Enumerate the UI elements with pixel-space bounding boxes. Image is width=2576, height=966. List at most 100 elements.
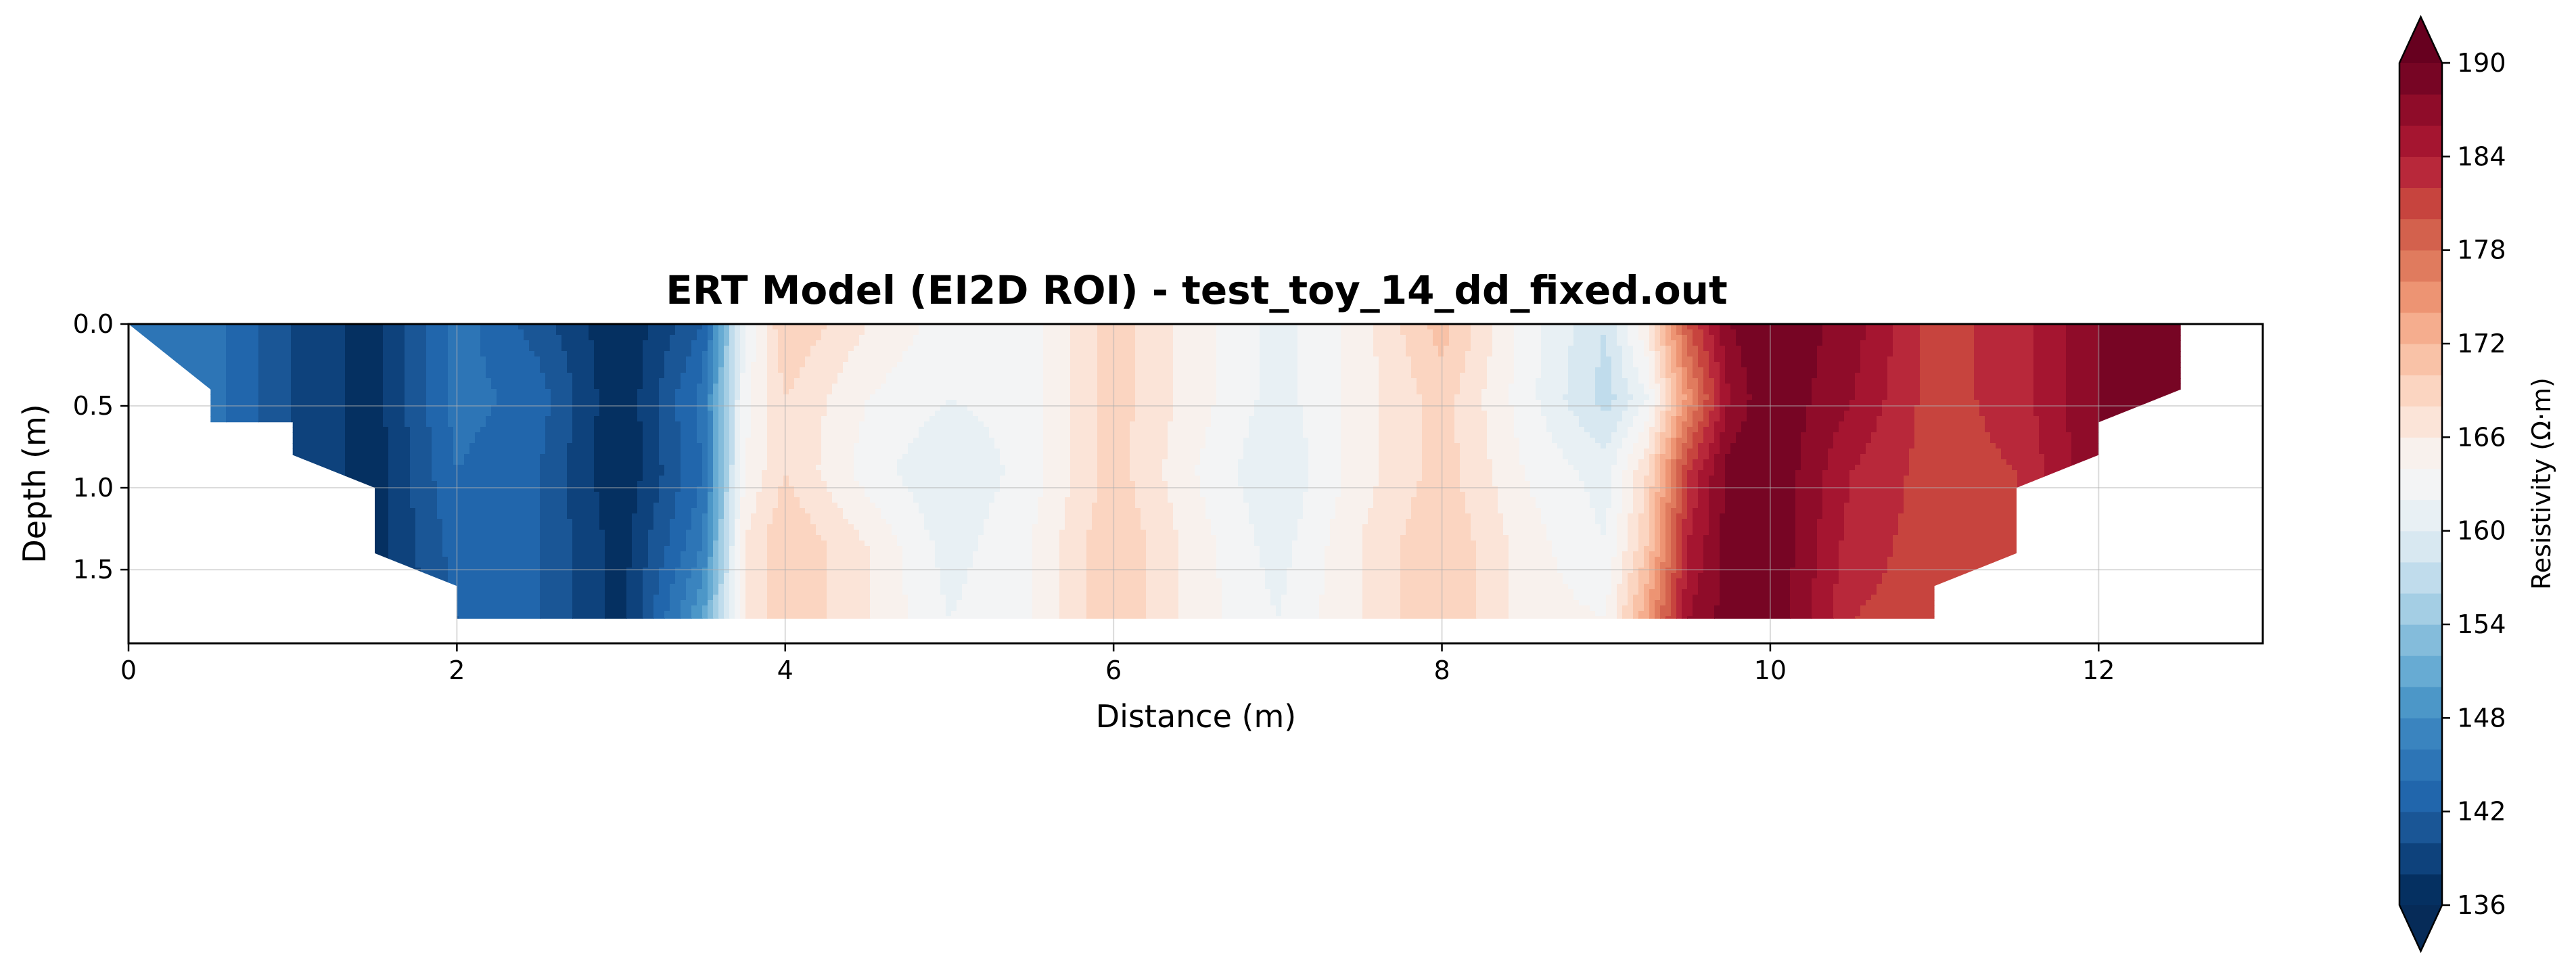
contour-cell	[708, 492, 714, 498]
contour-cell	[1882, 411, 1915, 417]
contour-cell	[1720, 340, 1736, 346]
contour-cell	[778, 356, 806, 363]
contour-cell	[1238, 459, 1309, 465]
contour-cell	[1720, 389, 1731, 395]
contour-cell	[1660, 421, 1666, 428]
contour-cell	[1660, 373, 1666, 379]
contour-cell	[599, 519, 632, 525]
contour-cell	[129, 562, 227, 568]
contour-cell	[1665, 530, 1672, 536]
contour-cell	[897, 362, 1044, 368]
contour-cell	[594, 443, 643, 449]
contour-cell	[1043, 324, 1071, 330]
contour-cell	[491, 411, 551, 417]
contour-cell	[258, 497, 292, 503]
contour-cell	[735, 611, 741, 617]
contour-cell	[1698, 378, 1704, 384]
contour-cell	[1698, 421, 1709, 428]
contour-cell	[1655, 573, 1661, 579]
contour-cell	[1216, 546, 1260, 552]
contour-cell	[1297, 362, 1341, 368]
contour-cell	[1676, 578, 1688, 584]
contour-cell	[1714, 605, 1791, 612]
contour-cell	[2066, 367, 2099, 373]
contour-cell	[816, 340, 860, 346]
contour-cell	[1595, 611, 1607, 617]
contour-cell	[1481, 394, 1509, 400]
contour-cell	[291, 508, 346, 514]
contour-cell	[659, 448, 681, 455]
contour-cell	[735, 557, 741, 563]
contour-cell	[1795, 476, 1823, 482]
contour-cell	[713, 573, 719, 579]
contour-cell	[291, 611, 346, 617]
contour-cell	[783, 378, 795, 384]
contour-cell	[783, 476, 789, 482]
contour-cell	[291, 356, 346, 363]
contour-cell	[1303, 416, 1341, 422]
contour-cell	[291, 427, 346, 433]
contour-cell	[2033, 394, 2067, 400]
contour-cell	[767, 584, 827, 590]
contour-cell	[1687, 367, 1693, 373]
contour-cell	[1341, 335, 1374, 341]
contour-cell	[1665, 427, 1672, 433]
contour-cell	[1655, 324, 1661, 330]
contour-cell	[2017, 508, 2045, 514]
contour-cell	[978, 540, 1033, 547]
contour-cell	[1649, 465, 1655, 471]
contour-cell	[929, 535, 979, 541]
contour-cell	[1676, 568, 1682, 574]
contour-cell	[767, 443, 822, 449]
contour-cell	[1909, 470, 2018, 476]
contour-cell	[345, 535, 389, 541]
contour-cell	[226, 384, 259, 390]
contour-cell	[1687, 346, 1699, 352]
contour-cell	[1638, 405, 1650, 411]
contour-cell	[718, 503, 724, 509]
contour-cell	[908, 611, 946, 617]
contour-cell	[2098, 432, 2181, 438]
contour-cell	[643, 465, 665, 471]
contour-cell	[881, 513, 925, 520]
contour-cell	[529, 340, 562, 346]
contour-cell	[2017, 481, 2045, 487]
contour-cell	[426, 324, 448, 330]
contour-cell	[1671, 513, 1677, 520]
contour-cell	[1860, 356, 1888, 363]
contour-cell	[708, 611, 714, 617]
contour-cell	[1887, 356, 1920, 363]
contour-cell	[1411, 497, 1466, 503]
contour-cell	[1849, 400, 1883, 406]
contour-cell	[1655, 454, 1661, 460]
contour-cell	[1216, 551, 1260, 557]
contour-cell	[129, 378, 227, 384]
colorbar-band	[2399, 530, 2442, 563]
contour-cell	[1741, 356, 1818, 363]
contour-cell	[1855, 384, 1888, 390]
contour-cell	[405, 389, 427, 395]
contour-cell	[388, 578, 421, 584]
contour-cell	[724, 427, 730, 433]
contour-cell	[718, 540, 724, 547]
contour-cell	[1660, 524, 1666, 530]
contour-cell	[1400, 595, 1477, 601]
contour-cell	[345, 530, 389, 536]
contour-cell	[551, 400, 573, 406]
contour-cell	[1795, 503, 1823, 509]
contour-cell	[1687, 584, 1699, 590]
contour-cell	[1341, 486, 1374, 492]
contour-cell	[713, 400, 719, 406]
contour-cell	[908, 486, 1001, 492]
contour-cell	[1135, 367, 1174, 373]
contour-cell	[129, 384, 227, 390]
contour-cell	[1655, 600, 1666, 606]
contour-cell	[594, 421, 643, 428]
contour-cell	[1249, 432, 1304, 438]
contour-cell	[1703, 465, 1715, 471]
contour-cell	[1043, 367, 1071, 373]
contour-cell	[767, 459, 822, 465]
contour-cell	[1168, 448, 1201, 455]
contour-cell	[2098, 324, 2181, 330]
contour-cell	[258, 459, 292, 465]
